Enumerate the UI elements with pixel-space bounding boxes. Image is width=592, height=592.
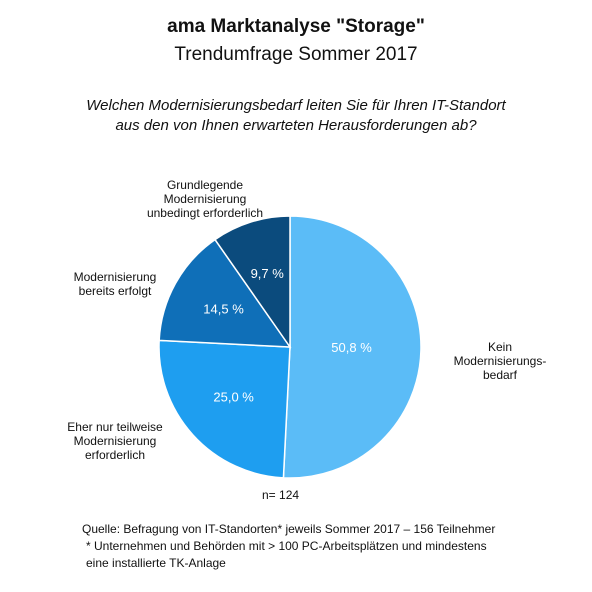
category-label: Eher nur teilweise Modernisierung erford… — [67, 420, 163, 462]
footnote: * Unternehmen und Behörden mit > 100 PC-… — [86, 539, 487, 570]
value-label: 50,8 % — [331, 340, 372, 355]
pie-slice — [158, 339, 291, 479]
pie-slice — [282, 215, 422, 479]
question: Welchen Modernisierungsbedarf leiten Sie… — [86, 97, 506, 134]
category-label: Grundlegende Modernisierung unbedingt er… — [146, 178, 264, 220]
value-label: 9,7 % — [251, 266, 285, 281]
pie-slice — [158, 238, 292, 348]
chart-title: ama Marktanalyse "Storage" — [167, 16, 425, 37]
category-label: Kein Modernisierungs- bedarf — [453, 340, 547, 382]
category-label: Modernisierung bereits erfolgt — [73, 270, 157, 298]
pie-slice — [213, 215, 291, 350]
value-label: 14,5 % — [203, 302, 244, 317]
source: Quelle: Befragung von IT-Standorten* jew… — [82, 522, 496, 536]
value-label: 25,0 % — [213, 389, 254, 404]
annotation: n= 124 — [262, 488, 300, 502]
chart-subtitle: Trendumfrage Sommer 2017 — [174, 44, 418, 65]
